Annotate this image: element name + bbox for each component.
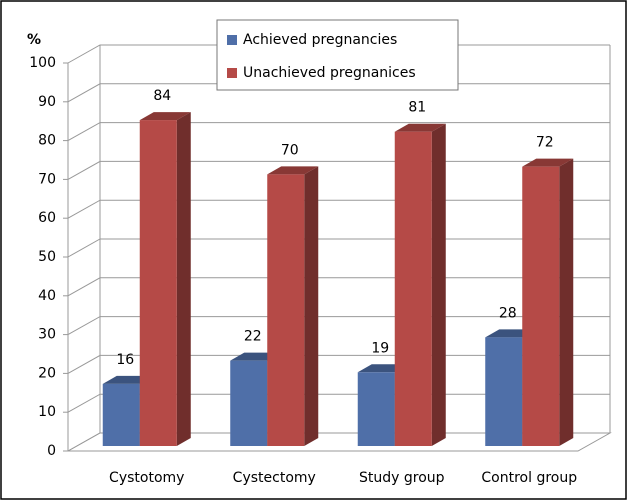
y-tick-label: 100 [29,55,56,71]
legend-box [216,19,459,91]
bar [139,112,191,446]
y-tick-label: 60 [38,210,56,226]
data-label: 19 [371,340,389,356]
bar [267,166,319,446]
data-label: 81 [408,100,426,116]
y-tick-label: 30 [38,327,56,343]
legend-label: Achieved pregnancies [243,32,397,48]
legend-swatch [227,68,237,78]
bar-side [431,123,446,446]
bar-front [394,131,432,446]
bar-front [139,120,177,446]
x-tick-label: Cystectomy [233,470,316,486]
legend-label: Unachieved pregnanices [243,65,416,81]
data-label: 16 [116,352,134,368]
bar-top [139,112,191,121]
bar-front [267,174,305,446]
data-label: 28 [499,305,517,321]
bar-top [522,158,574,167]
y-tick-label: 40 [38,288,56,304]
bar-front [230,360,268,446]
y-axis-label: % [27,32,41,48]
bar-side [176,112,191,446]
bar [522,158,574,446]
bar-side [304,166,319,446]
y-tick-label: 70 [38,171,56,187]
data-label: 84 [153,88,171,104]
y-tick-label: 80 [38,133,56,149]
x-tick-label: Control group [481,470,577,486]
y-tick-label: 10 [38,404,56,420]
y-tick-label: 50 [38,249,56,265]
y-tick-label: 20 [38,365,56,381]
bar-top [394,123,446,132]
x-tick-label: Study group [359,470,445,486]
bar-front [485,337,523,446]
bar [394,123,446,446]
bar-top [267,166,319,175]
data-label: 22 [244,329,262,345]
data-label: 70 [281,142,299,158]
bar-front [102,383,140,446]
bar-front [522,166,560,446]
grid-line [67,122,610,142]
y-tick-label: 0 [47,443,56,459]
y-tick-label: 90 [38,94,56,110]
x-tick-label: Cystotomy [109,470,184,486]
legend-swatch [227,35,237,45]
bar-front [357,372,395,446]
bar-side [559,158,574,446]
data-label: 72 [536,135,554,151]
